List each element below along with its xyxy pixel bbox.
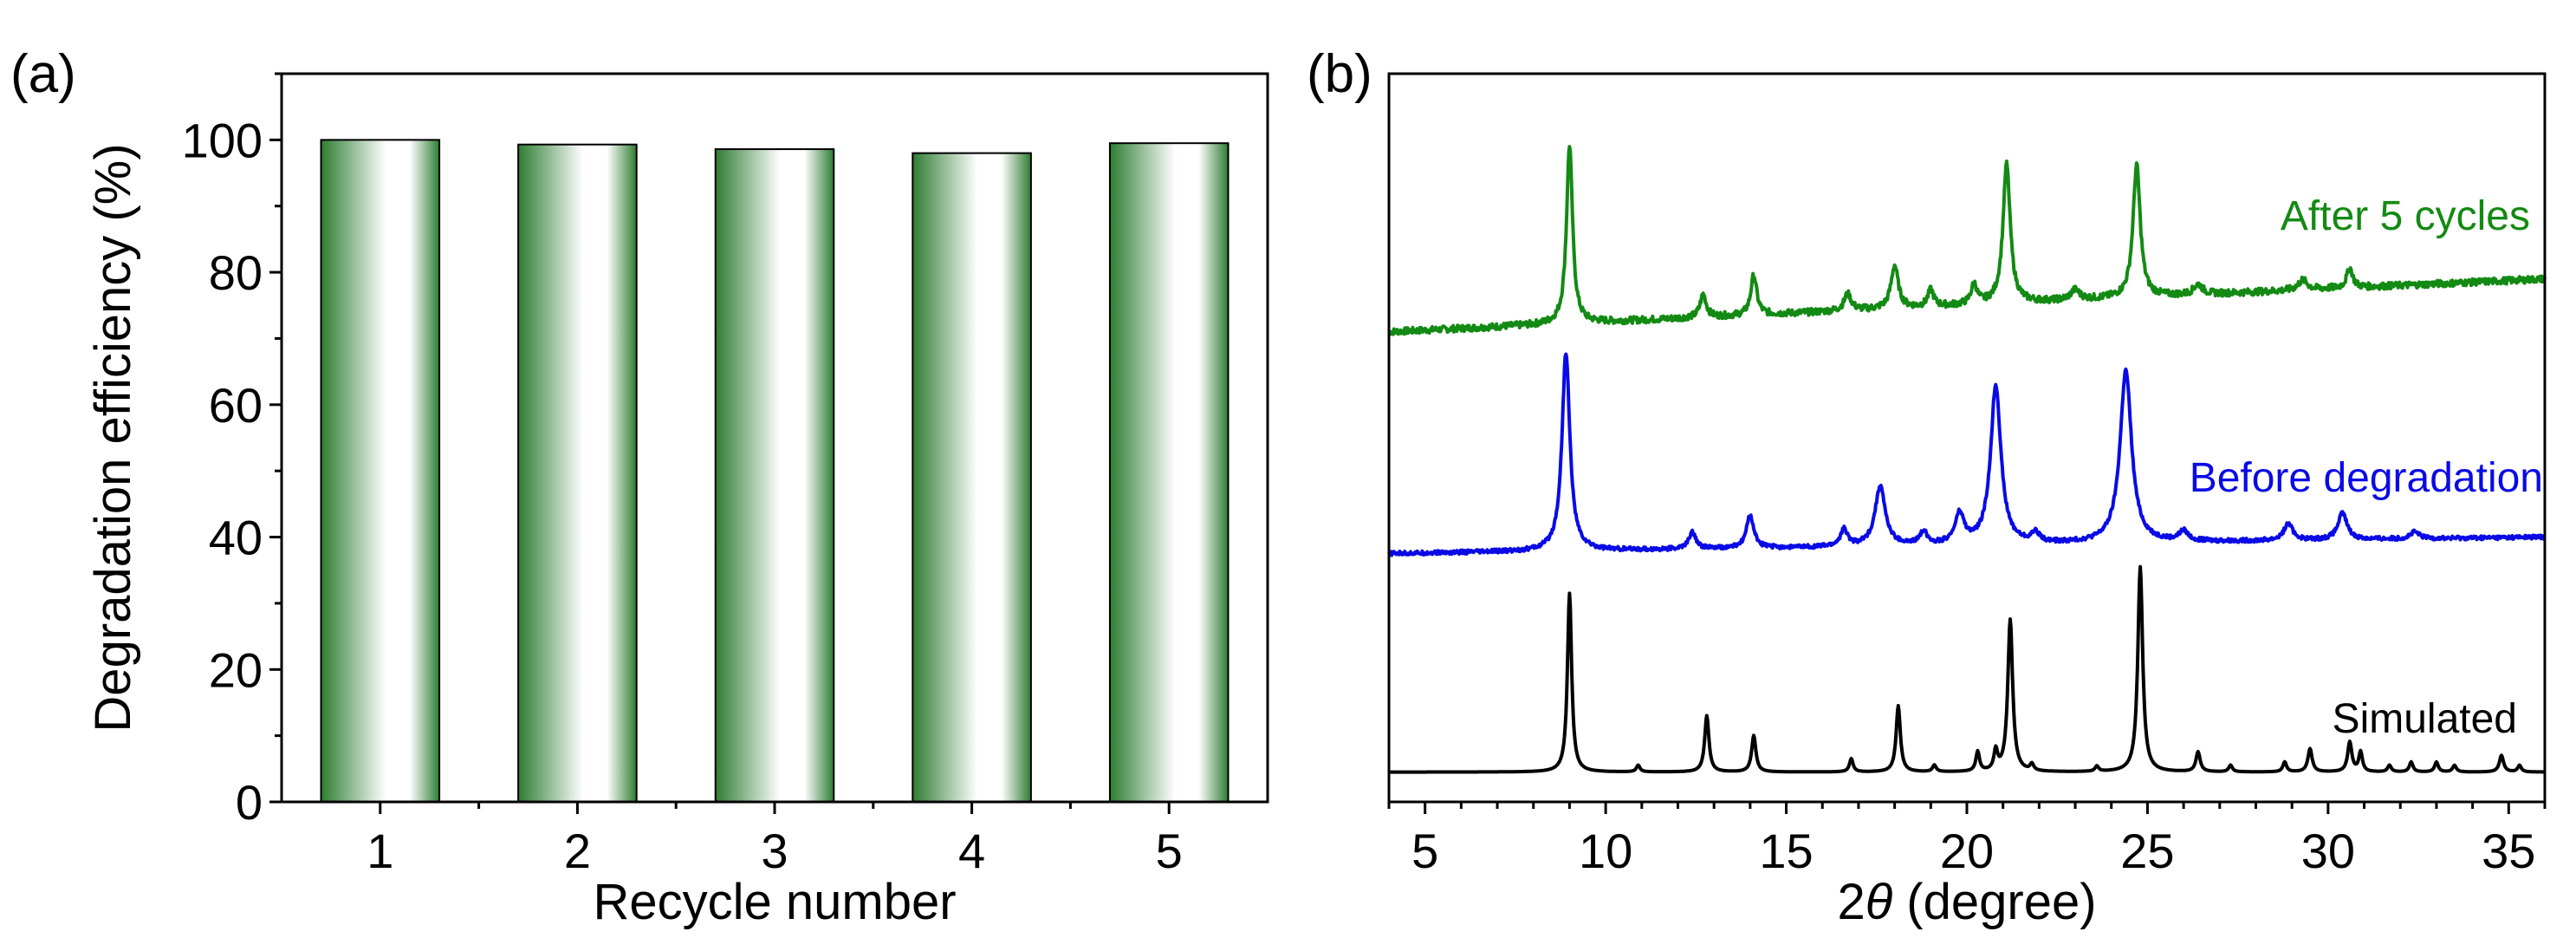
x-tick-label: 35 [2482,824,2535,878]
x-tick-label: 5 [1156,824,1183,878]
panel-b-x-axis-label: 2θ (degree) [1837,874,2096,930]
bar-recycle-4 [912,152,1032,804]
bar-recycle-3 [714,148,835,803]
y-tick-label: 60 [209,378,263,433]
x-tick-label: 2 [564,824,591,878]
x-tick-label: 30 [2301,824,2355,878]
series-line-before-degradation [1387,352,2547,557]
panel-b-xrd-chart: (b) 5 10 15 20 25 30 35 After 5 cycles Before d… [1307,44,2547,930]
x-tick-label: 1 [367,824,393,878]
y-tick-label: 40 [209,511,263,565]
panel-a-bar-chart: (a) 0 20 40 60 80 100 1 2 3 4 5 Recycle number De… [10,44,1269,930]
y-tick-label: 20 [209,642,263,697]
series-line-after-5-cycles [1387,145,2547,336]
y-tick-label: 100 [182,113,263,167]
x-tick-label: 5 [1411,824,1438,878]
series-label: Simulated [2333,696,2517,742]
x-tick-label: 4 [958,824,985,878]
series-label: Before degradation [2190,455,2543,501]
bar-recycle-1 [320,139,441,803]
x-tick-label: 25 [2120,824,2174,878]
panel-a-y-axis-label: Degradation efficiency (%) [85,143,141,732]
y-tick-label: 80 [209,245,263,300]
panel-b-label: (b) [1307,44,1372,104]
panel-a-x-axis-label: Recycle number [593,874,956,930]
x-tick-label: 3 [761,824,788,878]
x-label-suffix: (degree) [1892,874,2096,930]
x-label-theta-symbol: θ [1865,874,1892,930]
panel-a-label: (a) [10,44,76,104]
x-tick-label: 15 [1759,824,1813,878]
x-label-prefix: 2 [1837,874,1865,930]
x-tick-label: 20 [1940,824,1994,878]
y-tick-label: 0 [236,775,263,830]
bar-recycle-2 [517,143,638,803]
x-tick-label: 10 [1579,824,1632,878]
series-label: After 5 cycles [2281,193,2530,239]
bar-recycle-5 [1108,142,1230,803]
series-line-simulated [1387,564,2547,774]
